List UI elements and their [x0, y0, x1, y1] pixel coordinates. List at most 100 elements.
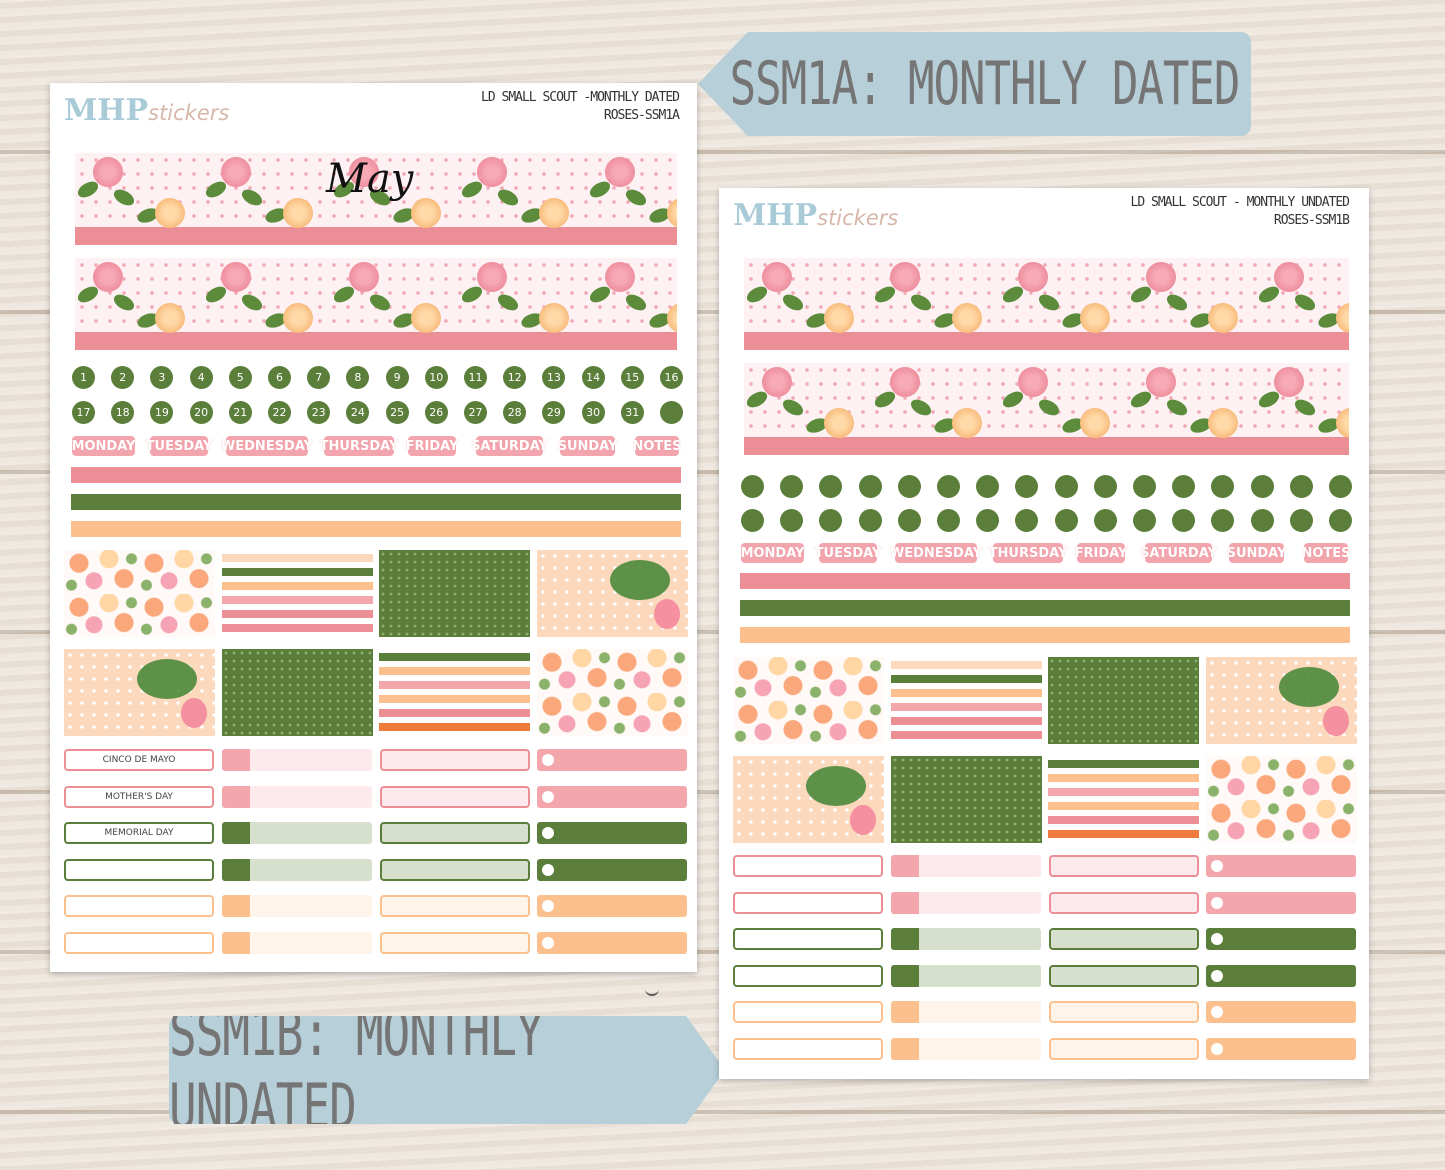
sheet-code: ROSES-SSM1B — [1273, 213, 1350, 228]
rose-decor — [477, 157, 507, 187]
rose-decor — [667, 198, 677, 228]
date-circle — [897, 475, 921, 498]
date-circle — [858, 509, 882, 532]
stripe — [1048, 830, 1199, 838]
rose-decor — [605, 262, 635, 292]
checkbox-pill — [1206, 1001, 1356, 1023]
band-stripe — [744, 437, 1349, 455]
date-circle — [1172, 475, 1196, 498]
half-box-square — [222, 931, 250, 954]
event-label: MEMORIAL DAY — [64, 822, 214, 844]
leaf-decor — [1164, 291, 1190, 314]
rose-decor — [1274, 367, 1304, 397]
stripe — [221, 568, 373, 576]
rose-decor — [1080, 303, 1110, 333]
date-circle: 9 — [385, 366, 409, 389]
half-box-square — [222, 858, 250, 881]
event-label — [733, 928, 883, 950]
date-circle: 25 — [385, 401, 409, 424]
day-label: TUESDAY — [815, 543, 881, 563]
outline-label — [380, 785, 530, 808]
day-label: MONDAY — [741, 543, 804, 563]
date-circle — [741, 509, 764, 532]
undated-label-text: SSM1B: MONTHLY UNDATED — [169, 997, 544, 1143]
date-circle — [1289, 475, 1313, 498]
date-circle — [819, 475, 843, 498]
undated-label-tag: SSM1B: MONTHLY UNDATED — [169, 1016, 725, 1124]
date-circle: 29 — [542, 401, 566, 424]
rose-decor — [667, 303, 677, 333]
floral-tile — [733, 657, 884, 744]
date-circle — [741, 475, 764, 498]
leaf-decor — [111, 186, 137, 209]
stripe — [379, 653, 530, 661]
stripe — [379, 723, 530, 731]
date-circle — [660, 401, 683, 424]
half-box-square — [891, 928, 919, 950]
leaf-decor — [495, 291, 521, 314]
rose-decor — [221, 157, 251, 187]
date-circle — [1250, 475, 1274, 498]
rose-decor — [952, 303, 982, 333]
date-circle: 26 — [424, 401, 448, 424]
date-circle: 21 — [228, 401, 252, 424]
date-circle — [1133, 509, 1156, 532]
leaf-decor — [623, 186, 649, 209]
date-circle — [780, 475, 804, 498]
half-box-square — [222, 895, 250, 917]
rose-decor — [824, 408, 854, 438]
date-circle: 16 — [660, 366, 683, 389]
half-box — [891, 964, 1041, 987]
day-label: THURSDAY — [989, 543, 1067, 563]
date-circle: 24 — [346, 401, 370, 424]
date-circle: 23 — [307, 401, 331, 424]
check-dot — [542, 827, 554, 839]
half-box-square — [891, 1001, 919, 1023]
outline-label — [380, 858, 530, 881]
floral-tile — [1205, 756, 1357, 843]
leaf-decor — [367, 291, 393, 314]
rose-decor — [411, 303, 441, 333]
rose-decor — [890, 367, 920, 397]
leaf-decor — [908, 291, 934, 314]
green-bar — [740, 600, 1350, 616]
date-circle: 19 — [150, 401, 174, 424]
date-circle: 17 — [72, 401, 95, 424]
leaf-decor — [623, 291, 649, 314]
leaf-decor — [1164, 396, 1190, 419]
stripe — [221, 582, 373, 590]
date-circle — [1289, 509, 1313, 532]
stripe — [1048, 774, 1199, 782]
date-circle: 6 — [268, 366, 291, 389]
rose-decor — [93, 157, 123, 187]
check-dot — [1211, 1042, 1223, 1055]
date-circle: 2 — [111, 366, 135, 389]
green-bar — [71, 494, 681, 510]
date-circle: 30 — [581, 401, 605, 424]
event-label — [64, 895, 214, 917]
date-circle — [1133, 475, 1156, 498]
stripe — [379, 681, 530, 689]
date-circle: 3 — [150, 366, 174, 389]
peach-bar — [71, 521, 681, 537]
leaf-decor — [1036, 291, 1062, 314]
day-label: WEDNESDAY — [221, 436, 313, 456]
event-label — [733, 891, 883, 914]
check-dot — [542, 900, 554, 912]
rose-decor — [1018, 262, 1048, 292]
date-circle: 22 — [268, 401, 291, 424]
day-label: SUNDAY — [558, 436, 617, 456]
rose-decor — [93, 262, 123, 292]
stripe — [1048, 760, 1199, 768]
rose-decor — [155, 303, 185, 333]
stripe — [1048, 802, 1199, 810]
event-label — [733, 964, 883, 987]
rose-decor — [1274, 262, 1304, 292]
event-label — [733, 1037, 883, 1060]
date-circle: 27 — [464, 401, 487, 424]
rose-decor — [155, 198, 185, 228]
date-circle — [1093, 475, 1117, 498]
day-label: SATURDAY — [1140, 543, 1217, 563]
rose-decor — [349, 157, 379, 187]
stripe — [890, 731, 1042, 739]
